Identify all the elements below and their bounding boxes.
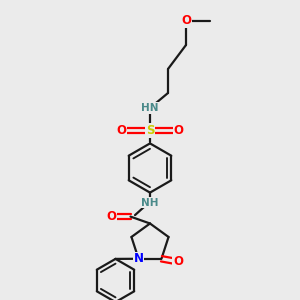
- Text: O: O: [181, 14, 191, 28]
- Text: N: N: [134, 252, 143, 265]
- Text: S: S: [146, 124, 154, 137]
- Text: O: O: [106, 210, 116, 223]
- Text: HN: HN: [141, 103, 159, 113]
- Text: NH: NH: [141, 197, 159, 208]
- Text: O: O: [116, 124, 127, 137]
- Text: O: O: [173, 255, 183, 268]
- Text: O: O: [173, 124, 184, 137]
